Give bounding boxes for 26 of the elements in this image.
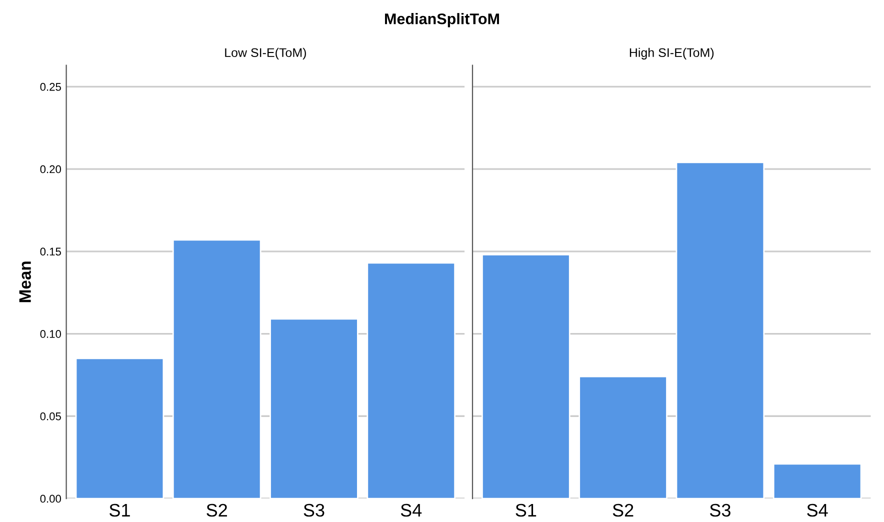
y-tick-label: 0.05	[40, 412, 61, 420]
y-tick-label: 0.25	[40, 82, 61, 91]
chart-subtitle: High SI-E(ToM)	[630, 48, 714, 60]
x-tick-label: S3	[710, 504, 730, 517]
y-tick-label: 0.00	[40, 494, 62, 503]
x-tick-label: S1	[516, 504, 536, 517]
y-tick-label: 0.20	[40, 165, 62, 174]
bar	[172, 239, 262, 499]
x-tick-label: S2	[612, 504, 634, 517]
bar	[366, 262, 456, 499]
x-tick-label: S2	[206, 504, 227, 517]
bar	[772, 463, 862, 499]
bar	[270, 318, 358, 499]
x-tick-label: S1	[110, 504, 130, 517]
x-tick-label: S4	[400, 504, 422, 517]
bar	[482, 254, 570, 499]
bar	[75, 358, 164, 499]
bar	[676, 162, 765, 499]
bar	[578, 376, 668, 499]
x-tick-label: S4	[807, 504, 828, 517]
y-tick-label: 0.15	[40, 248, 61, 256]
chart-title: MedianSplitToM	[385, 13, 499, 28]
chart-subtitle: Low SI-E(ToM)	[225, 48, 306, 60]
x-tick-label: S3	[304, 504, 324, 517]
y-axis-title: Mean	[19, 262, 31, 302]
y-tick-label: 0.10	[40, 330, 62, 338]
